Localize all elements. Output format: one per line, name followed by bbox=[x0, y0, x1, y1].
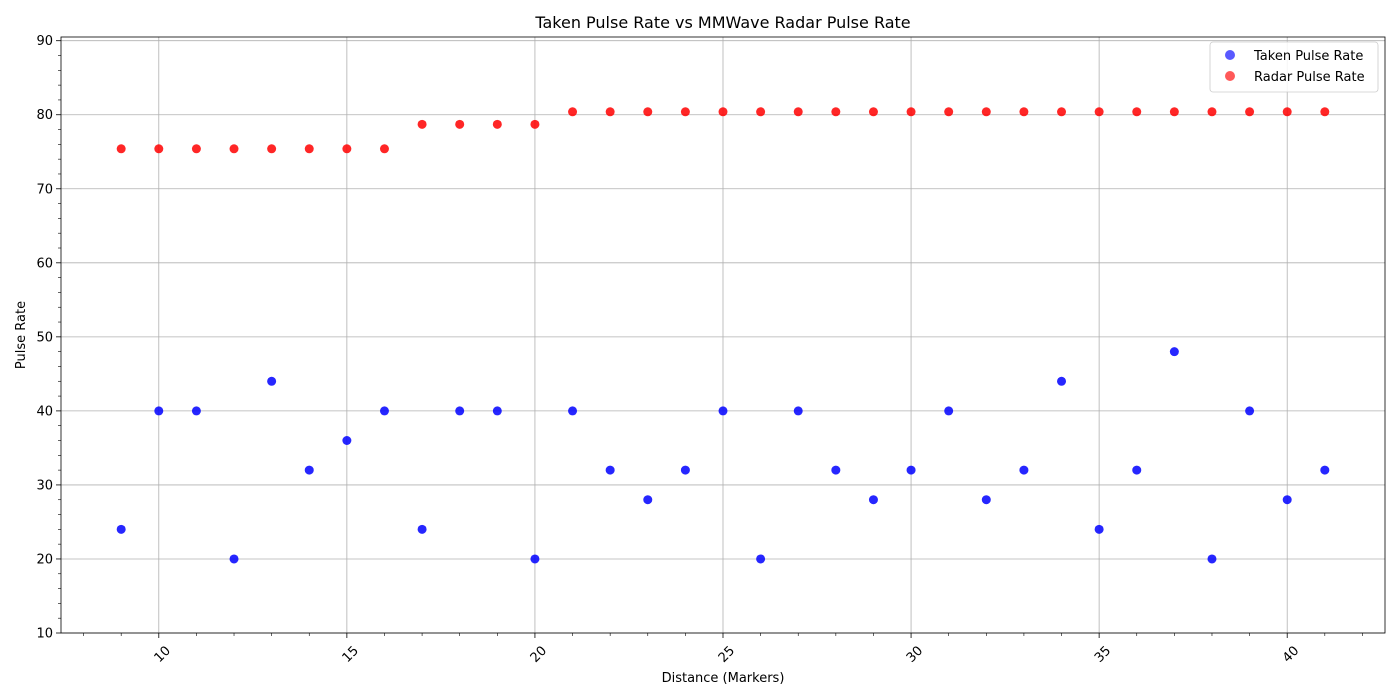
taken-pulse-point bbox=[455, 406, 465, 416]
axes: 10 15 20 25 30 35 40 10 20 30 40 50 60 70 80 90 bbox=[36, 34, 1386, 666]
x-tick-label: 35 bbox=[1092, 643, 1114, 665]
taken-pulse-point bbox=[831, 465, 841, 475]
legend-label: Taken Pulse Rate bbox=[1253, 49, 1363, 64]
radar-pulse-point bbox=[1320, 107, 1330, 117]
radar-pulse-point bbox=[455, 119, 465, 129]
radar-pulse-point bbox=[1132, 107, 1142, 117]
radar-pulse-point bbox=[342, 144, 352, 154]
radar-pulse-point bbox=[1094, 107, 1104, 117]
legend-marker bbox=[1225, 50, 1235, 60]
taken-pulse-point bbox=[981, 495, 991, 505]
taken-pulse-point bbox=[680, 465, 690, 475]
radar-pulse-point bbox=[756, 107, 766, 117]
taken-pulse-point bbox=[718, 406, 728, 416]
taken-pulse-point bbox=[906, 465, 916, 475]
radar-pulse-point bbox=[605, 107, 615, 117]
radar-pulse-point bbox=[718, 107, 728, 117]
x-tick-label: 40 bbox=[1280, 643, 1302, 665]
y-axis-label: Pulse Rate bbox=[14, 301, 29, 369]
x-tick-label: 25 bbox=[716, 643, 738, 665]
taken-pulse-point bbox=[1132, 465, 1142, 475]
chart-title: Taken Pulse Rate vs MMWave Radar Pulse R… bbox=[534, 13, 910, 32]
radar-pulse-point bbox=[944, 107, 954, 117]
taken-pulse-point bbox=[1057, 376, 1067, 386]
x-tick-label: 10 bbox=[152, 643, 174, 665]
y-tick-label: 40 bbox=[36, 404, 53, 419]
legend-marker bbox=[1225, 71, 1235, 81]
taken-pulse-point bbox=[116, 524, 126, 534]
radar-pulse-point bbox=[643, 107, 653, 117]
taken-pulse-point bbox=[191, 406, 201, 416]
plot-frame bbox=[60, 36, 1386, 634]
radar-pulse-point bbox=[530, 119, 540, 129]
taken-pulse-point bbox=[1282, 495, 1292, 505]
y-tick-label: 10 bbox=[36, 627, 53, 642]
taken-pulse-point bbox=[379, 406, 389, 416]
y-tick-label: 60 bbox=[36, 256, 53, 271]
radar-pulse-point bbox=[379, 144, 389, 154]
taken-pulse-point bbox=[417, 524, 427, 534]
radar-pulse-point bbox=[1207, 107, 1217, 117]
radar-pulse-point bbox=[906, 107, 916, 117]
minor-ticks bbox=[58, 55, 1363, 636]
radar-pulse-point bbox=[154, 144, 164, 154]
radar-pulse-point bbox=[680, 107, 690, 117]
taken-pulse-point bbox=[229, 554, 239, 564]
y-tick-label: 30 bbox=[36, 478, 53, 493]
y-tick-label: 50 bbox=[36, 330, 53, 345]
radar-pulse-point bbox=[793, 107, 803, 117]
taken-pulse-point bbox=[756, 554, 766, 564]
legend-box bbox=[1209, 41, 1379, 93]
taken-pulse-point bbox=[1245, 406, 1255, 416]
radar-pulse-point bbox=[492, 119, 502, 129]
taken-pulse-point bbox=[342, 436, 352, 446]
taken-pulse-point bbox=[1320, 465, 1330, 475]
legend: Taken Pulse Rate Radar Pulse Rate bbox=[1209, 41, 1379, 93]
radar-pulse-point bbox=[191, 144, 201, 154]
radar-pulse-point bbox=[831, 107, 841, 117]
radar-pulse-point bbox=[1282, 107, 1292, 117]
grid-lines bbox=[61, 37, 1385, 634]
taken-pulse-point bbox=[944, 406, 954, 416]
x-axis-label: Distance (Markers) bbox=[662, 671, 785, 686]
radar-pulse-point bbox=[1169, 107, 1179, 117]
taken-pulse-point bbox=[1207, 554, 1217, 564]
taken-pulse-point bbox=[568, 406, 578, 416]
radar-pulse-point bbox=[1057, 107, 1067, 117]
y-tick-label: 80 bbox=[36, 108, 53, 123]
taken-pulse-point bbox=[304, 465, 314, 475]
radar-pulse-point bbox=[1019, 107, 1029, 117]
taken-pulse-point bbox=[643, 495, 653, 505]
data-points bbox=[116, 107, 1330, 564]
radar-pulse-point bbox=[868, 107, 878, 117]
taken-pulse-point bbox=[492, 406, 502, 416]
taken-pulse-point bbox=[793, 406, 803, 416]
radar-pulse-point bbox=[981, 107, 991, 117]
taken-pulse-point bbox=[1169, 347, 1179, 357]
y-tick-label: 70 bbox=[36, 182, 53, 197]
radar-pulse-point bbox=[1245, 107, 1255, 117]
taken-pulse-point bbox=[1094, 524, 1104, 534]
radar-pulse-point bbox=[267, 144, 277, 154]
taken-pulse-point bbox=[868, 495, 878, 505]
x-tick-label: 15 bbox=[340, 643, 362, 665]
radar-pulse-point bbox=[229, 144, 239, 154]
legend-label: Radar Pulse Rate bbox=[1254, 70, 1365, 85]
y-tick-label: 20 bbox=[36, 552, 53, 567]
radar-pulse-point bbox=[417, 119, 427, 129]
radar-pulse-point bbox=[304, 144, 314, 154]
taken-pulse-point bbox=[1019, 465, 1029, 475]
taken-pulse-point bbox=[530, 554, 540, 564]
taken-pulse-point bbox=[605, 465, 615, 475]
x-tick-label: 30 bbox=[904, 643, 926, 665]
taken-pulse-point bbox=[154, 406, 164, 416]
x-tick-label: 20 bbox=[528, 643, 550, 665]
radar-pulse-point bbox=[116, 144, 126, 154]
taken-pulse-point bbox=[267, 376, 277, 386]
y-tick-label: 90 bbox=[36, 34, 53, 49]
radar-pulse-point bbox=[568, 107, 578, 117]
